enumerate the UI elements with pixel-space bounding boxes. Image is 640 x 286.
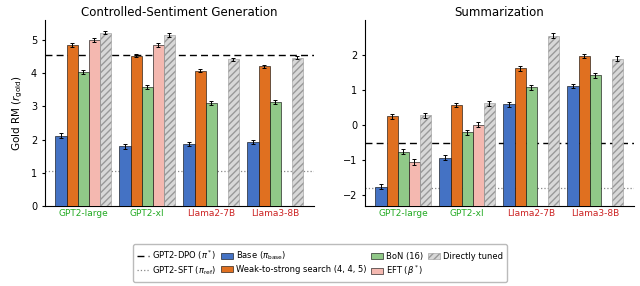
Bar bbox=[195, 71, 205, 206]
Bar bbox=[153, 45, 164, 206]
Bar bbox=[248, 142, 259, 206]
Title: Summarization: Summarization bbox=[454, 6, 544, 19]
Bar bbox=[397, 152, 409, 206]
Title: Controlled-Sentiment Generation: Controlled-Sentiment Generation bbox=[81, 6, 278, 19]
Bar bbox=[269, 102, 281, 206]
Bar bbox=[409, 162, 420, 206]
Bar bbox=[525, 87, 537, 206]
Bar bbox=[89, 40, 100, 206]
Bar bbox=[515, 68, 525, 206]
Bar bbox=[259, 66, 269, 206]
Bar bbox=[579, 56, 589, 206]
Bar bbox=[77, 72, 89, 206]
Y-axis label: Gold RM ($r_\mathrm{gold}$): Gold RM ($r_\mathrm{gold}$) bbox=[11, 75, 26, 151]
Bar bbox=[164, 35, 175, 206]
Bar bbox=[440, 158, 451, 206]
Bar bbox=[100, 33, 111, 206]
Bar bbox=[184, 144, 195, 206]
Bar bbox=[420, 116, 431, 206]
Bar bbox=[484, 104, 495, 206]
Bar bbox=[205, 103, 217, 206]
Bar bbox=[292, 57, 303, 206]
Bar bbox=[56, 136, 67, 206]
Bar bbox=[504, 104, 515, 206]
Bar bbox=[568, 86, 579, 206]
Bar bbox=[376, 187, 387, 206]
Bar bbox=[120, 146, 131, 206]
Bar bbox=[67, 45, 77, 206]
Bar bbox=[387, 116, 397, 206]
Bar bbox=[228, 59, 239, 206]
Bar bbox=[141, 88, 153, 206]
Bar bbox=[461, 132, 473, 206]
Bar bbox=[589, 75, 601, 206]
Bar bbox=[548, 36, 559, 206]
Bar bbox=[473, 124, 484, 206]
Legend: GPT2-DPO ($\pi^*$), GPT2-SFT ($\pi_\mathrm{ref}$), Base ($\pi_\mathrm{base}$), W: GPT2-DPO ($\pi^*$), GPT2-SFT ($\pi_\math… bbox=[133, 244, 507, 282]
Bar bbox=[131, 55, 141, 206]
Bar bbox=[612, 59, 623, 206]
Bar bbox=[451, 105, 461, 206]
